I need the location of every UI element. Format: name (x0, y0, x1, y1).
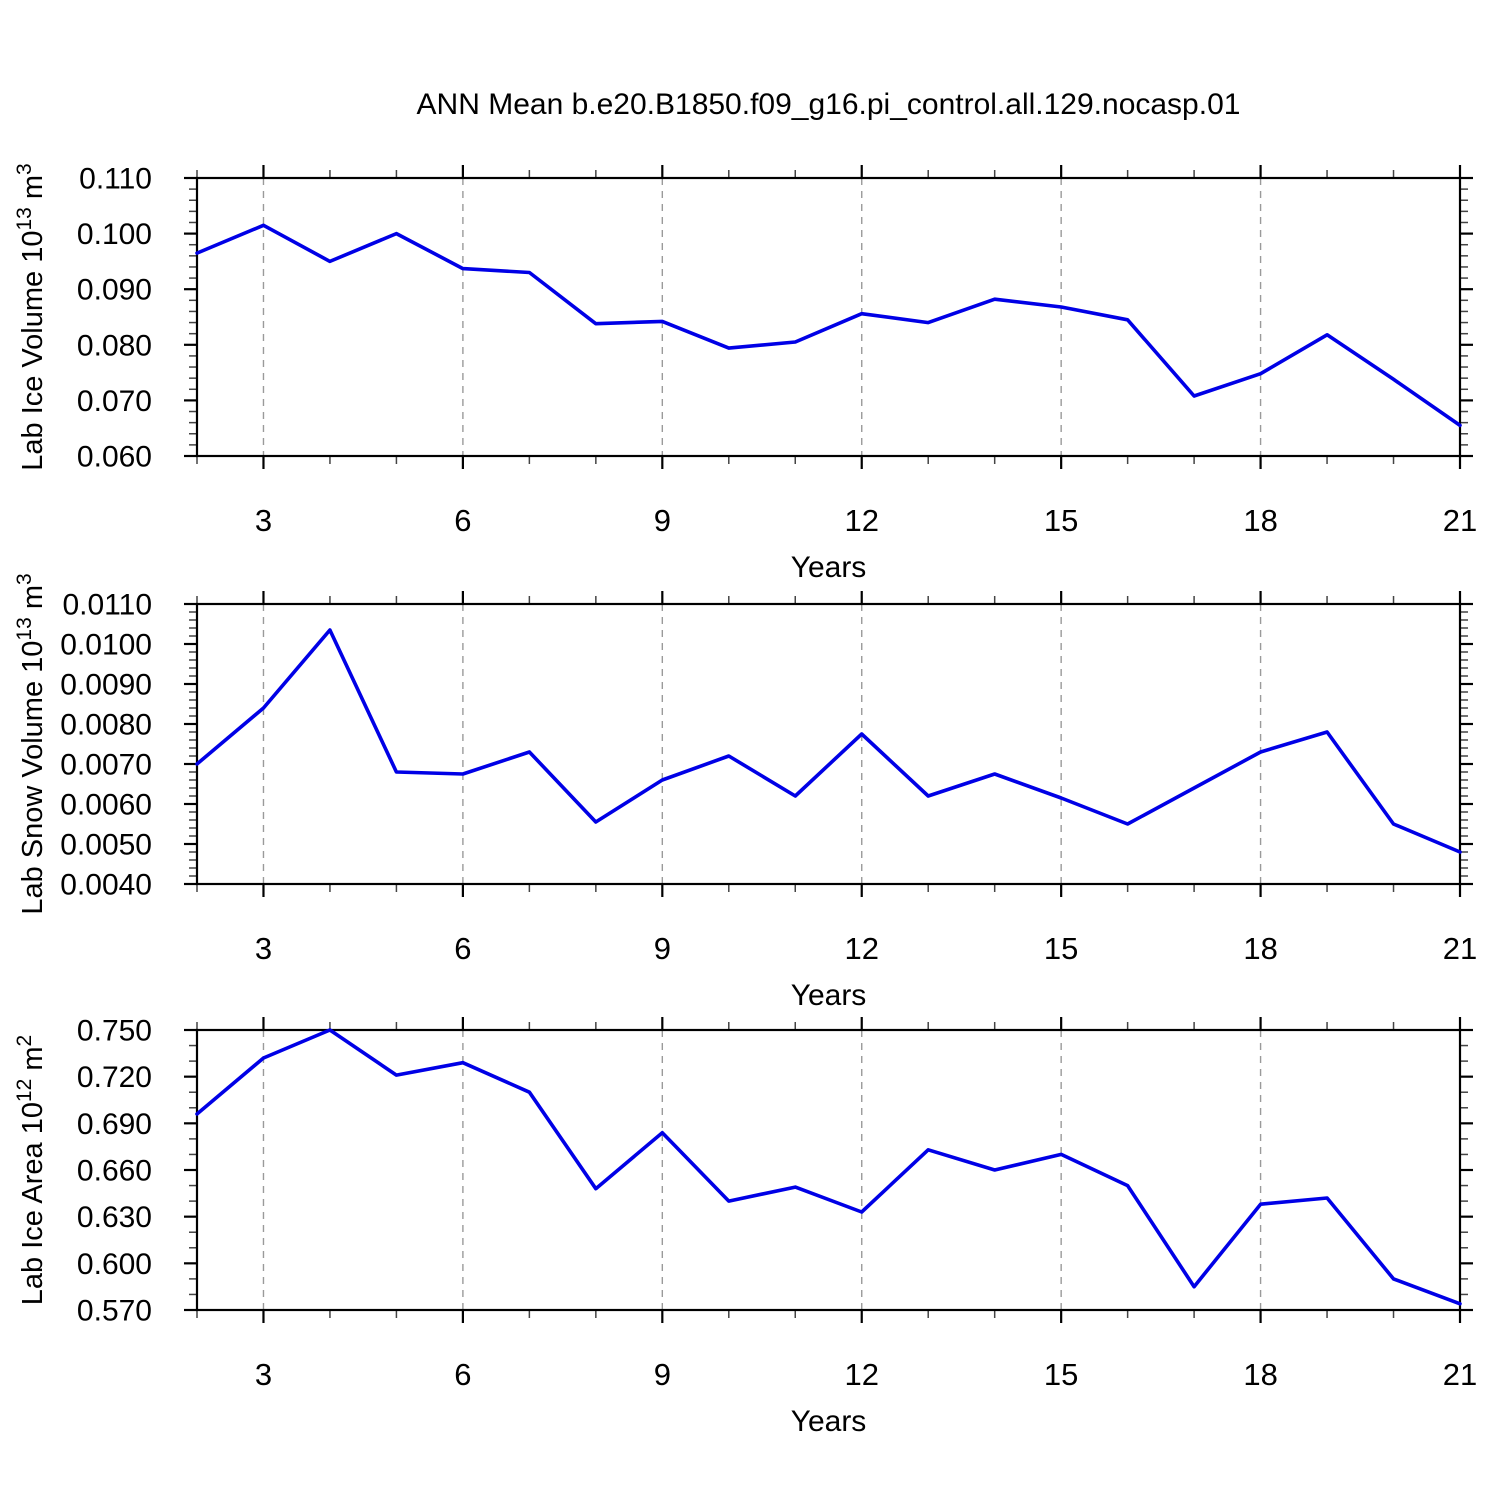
y-axis-title: Lab Ice Area 1012 m2 (13, 1035, 49, 1305)
x-tick-label: 15 (1044, 1357, 1078, 1392)
y-tick-label: 0.630 (77, 1201, 152, 1234)
x-tick-label: 9 (654, 931, 671, 966)
y-tick-label: 0.0040 (60, 869, 152, 902)
x-tick-label: 9 (654, 503, 671, 538)
x-tick-label: 21 (1443, 1357, 1477, 1392)
x-tick-label: 6 (454, 1357, 471, 1392)
y-tick-label: 0.0060 (60, 789, 152, 822)
x-tick-label: 9 (654, 1357, 671, 1392)
panel-frame (195, 176, 1462, 458)
x-tick-label: 6 (454, 503, 471, 538)
figure-title: ANN Mean b.e20.B1850.f09_g16.pi_control.… (416, 88, 1241, 121)
y-tick-label: 0.0100 (60, 629, 152, 662)
y-tick-label: 0.660 (77, 1155, 152, 1188)
y-tick-label: 0.600 (77, 1248, 152, 1281)
x-tick-label: 15 (1044, 503, 1078, 538)
panel-frame (195, 1028, 1462, 1312)
y-tick-label: 0.0090 (60, 669, 152, 702)
y-tick-label: 0.060 (77, 441, 152, 474)
x-tick-label: 3 (255, 503, 272, 538)
x-axis-title: Years (791, 979, 867, 1012)
x-tick-label: 15 (1044, 931, 1078, 966)
y-tick-label: 0.080 (77, 329, 152, 362)
y-tick-label: 0.0050 (60, 829, 152, 862)
y-tick-label: 0.090 (77, 274, 152, 307)
x-axis-title: Years (791, 1405, 867, 1438)
x-tick-label: 3 (255, 931, 272, 966)
x-tick-label: 6 (454, 931, 471, 966)
y-tick-label: 0.0070 (60, 749, 152, 782)
panel-lab-snow-volume: 3 6 9 12 15 18 21 0.0040 0.0050 0.0060 0.0070 0.008… (13, 573, 1477, 1012)
y-tick-label: 0.100 (77, 218, 152, 251)
x-tick-label: 12 (844, 1357, 878, 1392)
x-tick-label: 12 (844, 931, 878, 966)
x-tick-label: 12 (844, 503, 878, 538)
x-tick-label: 21 (1443, 503, 1477, 538)
y-tick-label: 0.570 (77, 1295, 152, 1328)
series-line (195, 628, 1462, 854)
y-tick-label: 0.0080 (60, 709, 152, 742)
x-tick-label: 21 (1443, 931, 1477, 966)
y-tick-label: 0.110 (79, 163, 152, 196)
x-tick-label: 18 (1243, 503, 1277, 538)
y-tick-label: 0.070 (77, 385, 152, 418)
series-line (195, 1028, 1462, 1306)
y-tick-label: 0.720 (77, 1061, 152, 1094)
y-tick-label: 0.0110 (62, 589, 152, 622)
series-line (195, 223, 1462, 428)
panel-lab-ice-volume: 3 6 9 12 15 18 21 0.060 0.070 0.080 0.090 0.100 0.11… (13, 163, 1477, 585)
y-tick-label: 0.750 (77, 1015, 152, 1048)
x-axis-title: Years (791, 551, 867, 584)
panel-frame (195, 602, 1462, 886)
x-tick-label: 3 (255, 1357, 272, 1392)
y-tick-label: 0.690 (77, 1108, 152, 1141)
x-tick-label: 18 (1243, 1357, 1277, 1392)
y-axis-title: Lab Ice Volume 1013 m3 (13, 163, 49, 471)
x-tick-label: 18 (1243, 931, 1277, 966)
y-axis-title: Lab Snow Volume 1013 m3 (13, 573, 49, 914)
panel-lab-ice-area: 3 6 9 12 15 18 21 0.570 0.600 0.630 0.660 0.690 0.72… (13, 1015, 1477, 1439)
